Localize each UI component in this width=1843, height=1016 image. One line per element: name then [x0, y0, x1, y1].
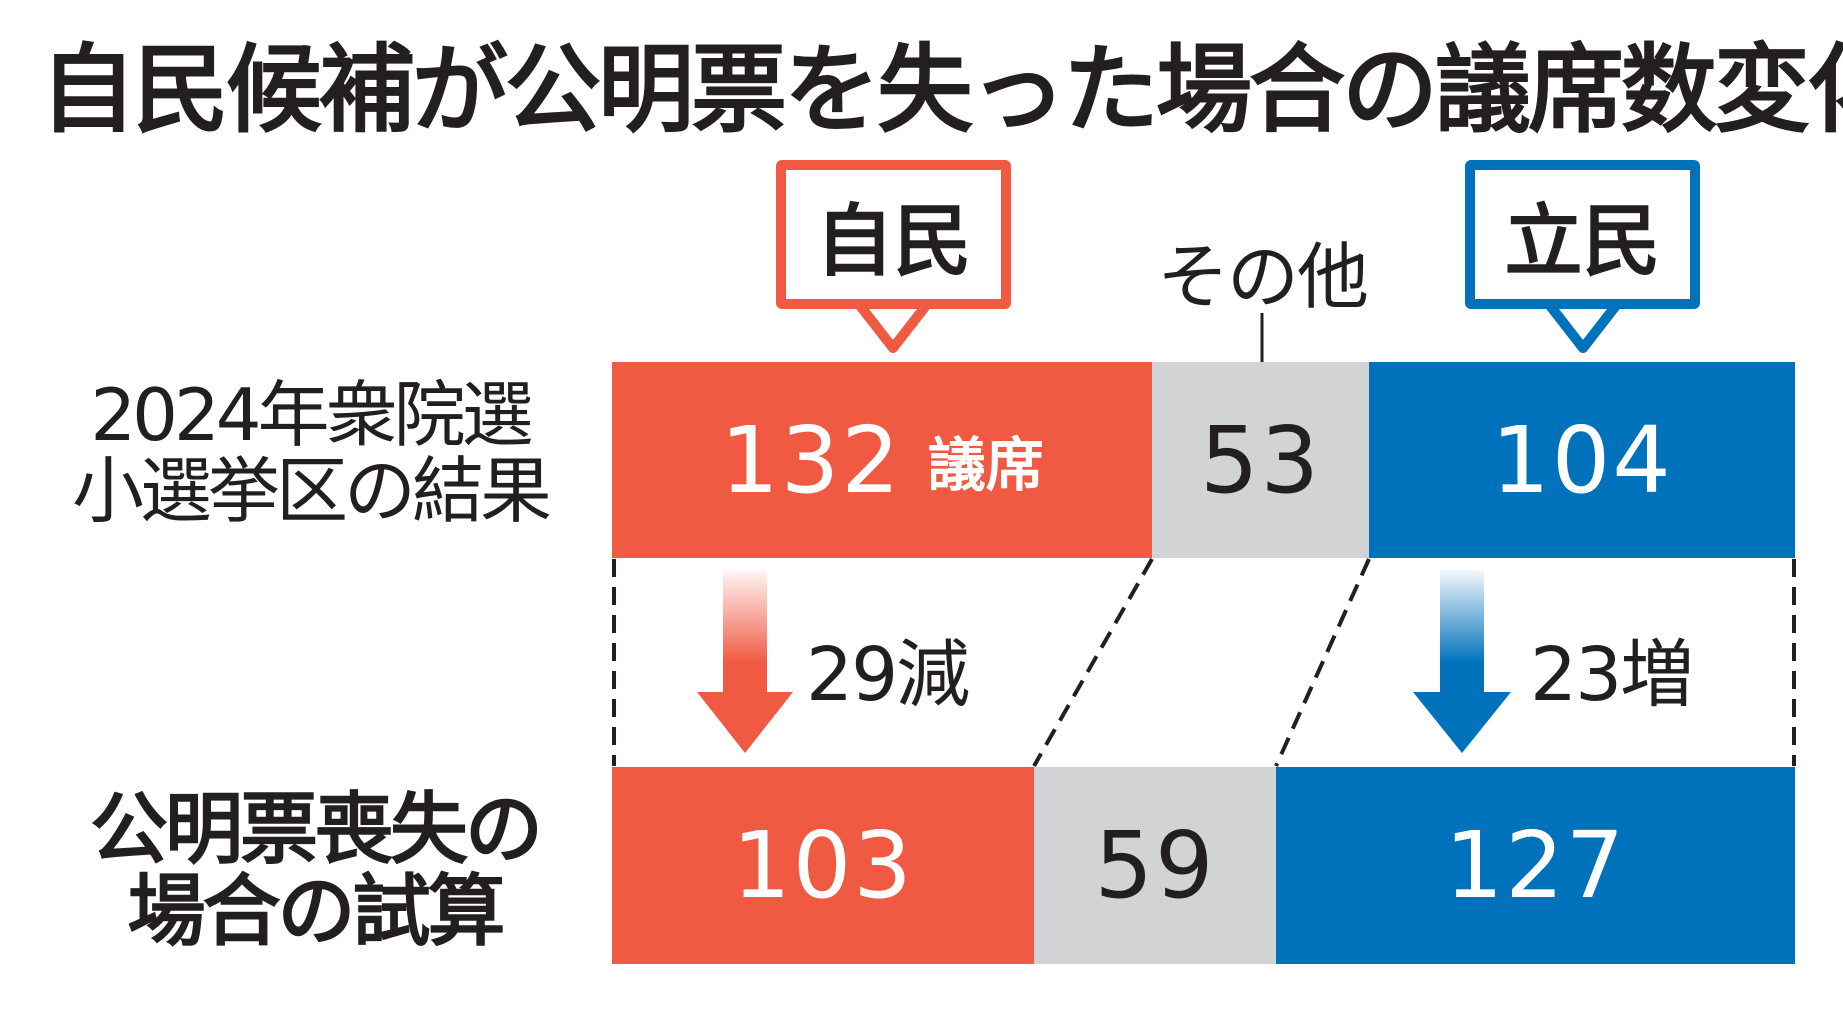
bar-2024-ldp: 132 議席 — [612, 362, 1152, 558]
row-label-line: 小選挙区の結果 — [71, 448, 552, 533]
bar-value: 127 — [1444, 812, 1627, 919]
row-label-line: 2024年衆院選 — [90, 373, 533, 457]
other-legend-label: その他 — [1156, 235, 1369, 319]
bar-value: 103 — [732, 812, 914, 919]
row-label-2024-result: 2024年衆院選 小選挙区の結果 — [20, 373, 600, 533]
ldp-legend-label: 自民 — [815, 196, 972, 287]
ldp-legend-bubble: 自民 — [776, 160, 1011, 309]
row-label-line: 場合の試算 — [127, 866, 505, 957]
dashed-connectors — [612, 558, 1796, 767]
bar-2024-cdp: 104 — [1369, 362, 1795, 558]
cdp-legend-label: 立民 — [1504, 196, 1661, 287]
bar-value: 53 — [1199, 406, 1322, 514]
bar-estimate-cdp: 127 — [1276, 767, 1795, 964]
cdp-legend-bubble: 立民 — [1465, 160, 1700, 309]
ldp-change-label: 29減 — [806, 632, 970, 718]
bar-unit: 議席 — [927, 431, 1044, 499]
ldp-decrease-arrow-icon — [697, 570, 793, 753]
bar-value: 104 — [1491, 406, 1673, 514]
bar-value: 59 — [1094, 812, 1216, 919]
row-label-komeito-loss-estimate: 公明票喪失の 場合の試算 — [20, 785, 610, 957]
cdp-increase-arrow-icon — [1413, 570, 1511, 753]
row-label-line: 公明票喪失の — [89, 785, 543, 875]
bar-2024-other: 53 — [1152, 362, 1369, 558]
bar-value: 132 — [720, 406, 902, 514]
cdp-change-label: 23増 — [1530, 632, 1694, 718]
chart-title: 自民候補が公明票を失った場合の議席数変化 — [40, 34, 1843, 146]
bar-estimate-other: 59 — [1034, 767, 1276, 964]
bar-estimate-ldp: 103 — [612, 767, 1034, 964]
